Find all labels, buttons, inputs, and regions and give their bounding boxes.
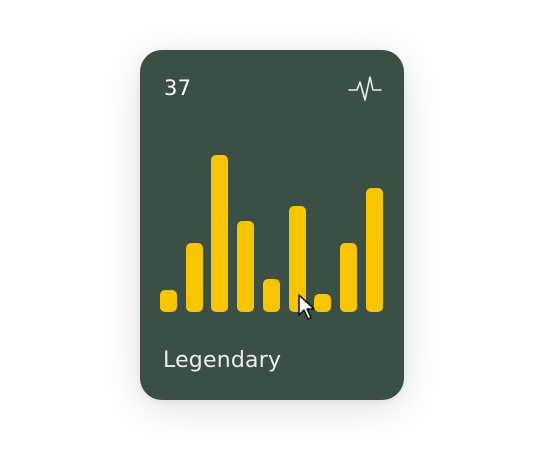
chart-bar[interactable] (160, 290, 177, 312)
chart-bar[interactable] (211, 155, 229, 312)
count-value: 37 (164, 76, 192, 100)
chart-bar[interactable] (262, 279, 280, 312)
tier-label: Legendary (163, 348, 282, 373)
chart-bar[interactable] (237, 220, 255, 312)
chart-bar[interactable] (314, 293, 332, 312)
chart-bar[interactable] (365, 187, 383, 312)
chart-bar[interactable] (288, 206, 306, 312)
chart-bar[interactable] (185, 242, 203, 312)
chart-bar[interactable] (339, 242, 357, 312)
stat-card[interactable]: 37 Legendary (140, 50, 404, 400)
bar-chart (140, 50, 404, 400)
pulse-icon[interactable] (348, 73, 382, 105)
